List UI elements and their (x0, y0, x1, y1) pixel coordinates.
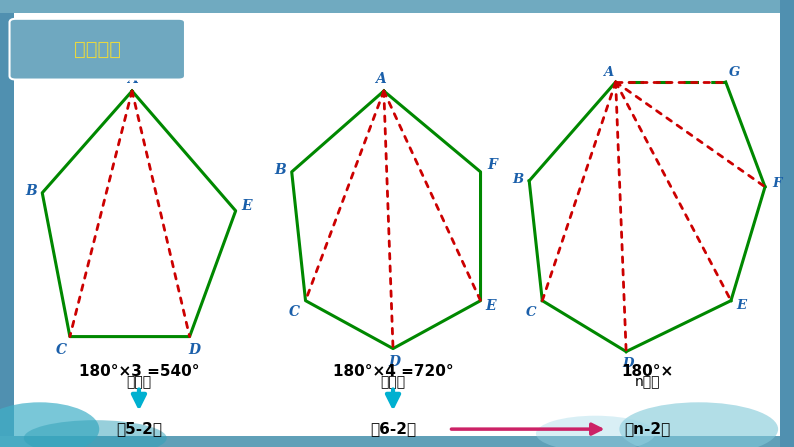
Text: B: B (275, 163, 286, 177)
Ellipse shape (24, 420, 167, 447)
Text: E: E (736, 299, 746, 312)
Text: A: A (375, 72, 385, 86)
Ellipse shape (536, 416, 655, 447)
Ellipse shape (0, 402, 99, 447)
Bar (0, 0, 794, 13)
Text: E: E (485, 299, 496, 312)
Text: B: B (25, 184, 37, 198)
Text: A: A (603, 66, 614, 79)
Text: D: D (622, 357, 634, 370)
Text: 180°×4 =720°: 180°×4 =720° (333, 363, 453, 379)
Text: G: G (729, 66, 740, 79)
FancyBboxPatch shape (10, 19, 185, 80)
Text: 五边形: 五边形 (126, 375, 152, 389)
Text: C: C (56, 343, 67, 357)
Text: 六边形: 六边形 (380, 375, 406, 389)
Text: F: F (487, 158, 497, 172)
Text: F: F (772, 177, 781, 190)
Bar (0, 436, 794, 447)
Text: （5-2）: （5-2） (116, 422, 162, 437)
Text: A: A (127, 72, 137, 86)
Text: E: E (241, 199, 252, 213)
Text: D: D (388, 355, 400, 369)
Text: C: C (526, 306, 536, 319)
Text: n边形: n边形 (634, 375, 660, 389)
Text: 共同探究: 共同探究 (74, 40, 121, 59)
Text: 180°×3 =540°: 180°×3 =540° (79, 363, 199, 379)
Text: B: B (512, 173, 523, 186)
Text: （n-2）: （n-2） (624, 422, 670, 437)
Ellipse shape (619, 402, 778, 447)
Text: 180°×: 180°× (621, 363, 673, 379)
Text: D: D (189, 343, 201, 357)
Text: C: C (289, 305, 299, 319)
Text: （6-2）: （6-2） (370, 422, 416, 437)
Bar (780, 0, 794, 447)
Bar (0, 0, 14, 447)
